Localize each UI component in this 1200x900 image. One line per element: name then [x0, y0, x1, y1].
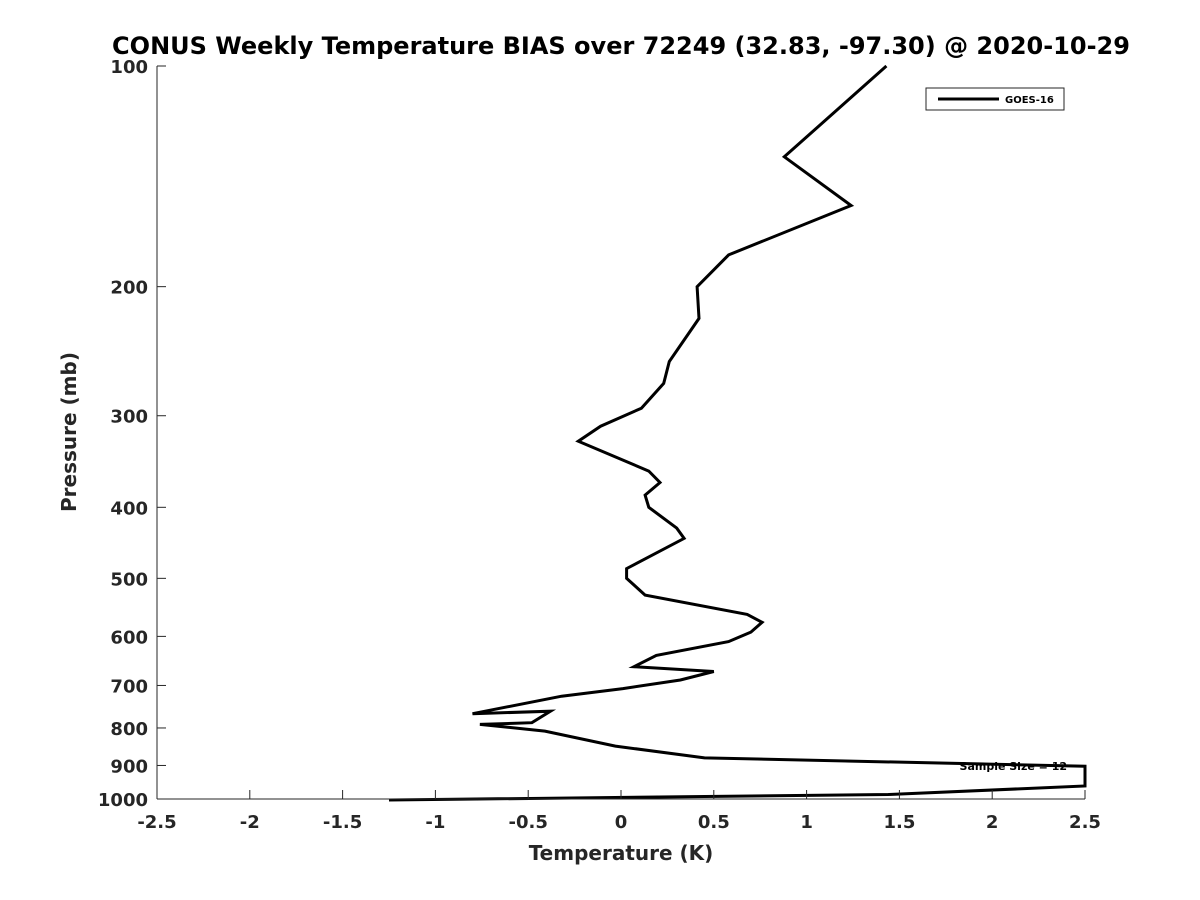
y-tick-label: 200: [110, 278, 148, 299]
y-axis-label: Pressure (mb): [57, 352, 81, 512]
series-layer: [388, 64, 1087, 802]
y-tick-label: 1000: [98, 790, 148, 811]
y-tick-label: 500: [110, 569, 148, 590]
y-tick-label: 700: [110, 676, 148, 697]
series-line-goes-16: [388, 64, 1087, 802]
x-tick-label: -1: [425, 812, 445, 833]
y-tick-group: 100 200 300 400 500 600 700 800 900 1000: [98, 57, 166, 811]
x-tick-label: 2: [986, 812, 999, 833]
x-tick-label: 1.5: [883, 812, 915, 833]
x-tick-label: -1.5: [323, 812, 362, 833]
chart-title: CONUS Weekly Temperature BIAS over 72249…: [112, 32, 1130, 60]
y-tick-label: 300: [110, 407, 148, 428]
sample-size-annotation: Sample Size = 12: [960, 760, 1067, 773]
legend-label-goes-16: GOES-16: [1005, 95, 1054, 106]
x-tick-label: -2: [240, 812, 260, 833]
legend: GOES-16: [925, 87, 1065, 111]
x-tick-label: 0.5: [698, 812, 730, 833]
x-tick-label: 2.5: [1069, 812, 1101, 833]
x-tick-label: -0.5: [509, 812, 548, 833]
x-tick-label: -2.5: [137, 812, 176, 833]
y-tick-label: 400: [110, 498, 148, 519]
x-tick-label: 0: [615, 812, 628, 833]
y-tick-label: 100: [110, 57, 148, 78]
x-axis-label: Temperature (K): [529, 841, 714, 865]
x-tick-label: 1: [800, 812, 813, 833]
x-tick-group: -2.5 -2 -1.5 -1 -0.5 0 0.5 1 1.5 2 2.5: [137, 790, 1101, 833]
y-tick-label: 900: [110, 756, 148, 777]
y-tick-label: 600: [110, 627, 148, 648]
y-tick-label: 800: [110, 719, 148, 740]
